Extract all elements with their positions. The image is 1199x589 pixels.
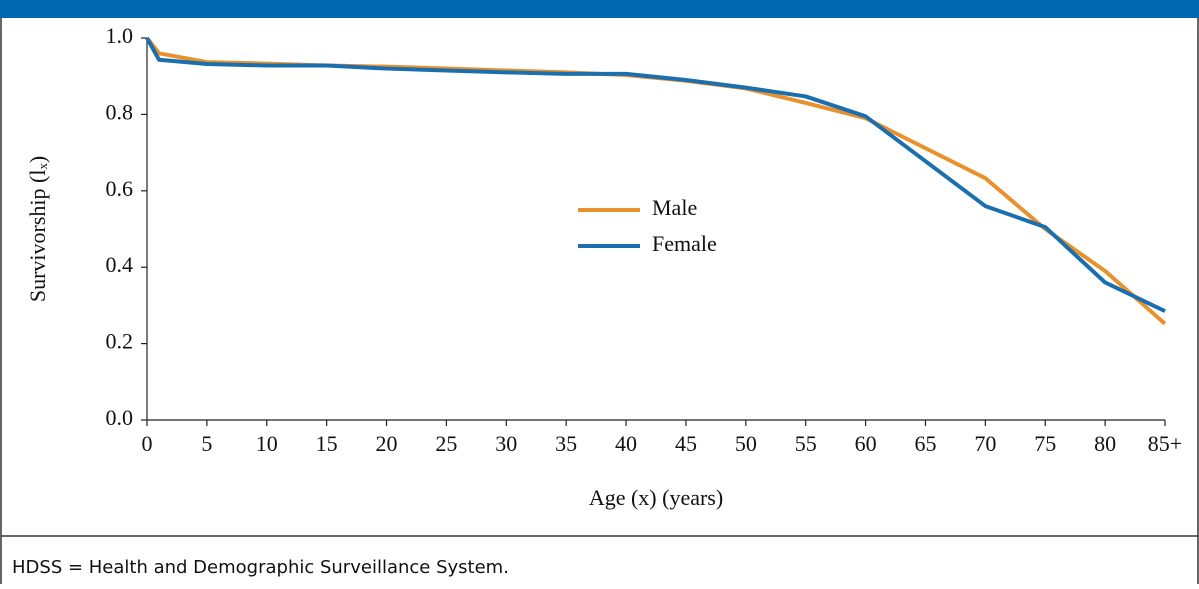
y-tick-label: 0.2 bbox=[106, 329, 134, 354]
legend-label: Male bbox=[652, 195, 697, 220]
x-tick-label: 65 bbox=[914, 431, 936, 456]
x-tick-label: 40 bbox=[615, 431, 637, 456]
x-tick-label: 35 bbox=[555, 431, 577, 456]
x-axis-label: Age (x) (years) bbox=[589, 485, 723, 510]
x-tick-label: 5 bbox=[201, 431, 212, 456]
legend-label: Female bbox=[652, 231, 717, 256]
x-tick-label: 50 bbox=[735, 431, 757, 456]
x-tick-label: 25 bbox=[435, 431, 457, 456]
header-bar bbox=[0, 0, 1199, 18]
x-tick-label: 75 bbox=[1034, 431, 1056, 456]
x-tick-label: 15 bbox=[316, 431, 338, 456]
y-tick-label: 0.8 bbox=[106, 99, 134, 124]
x-tick-label: 30 bbox=[495, 431, 517, 456]
x-tick-label: 45 bbox=[675, 431, 697, 456]
y-tick-label: 0.6 bbox=[106, 176, 134, 201]
series-line bbox=[145, 37, 1166, 313]
y-tick-label: 0.4 bbox=[106, 252, 134, 277]
y-tick-label: 1.0 bbox=[106, 23, 134, 48]
x-tick-label: 10 bbox=[256, 431, 278, 456]
footnote: HDSS = Health and Demographic Surveillan… bbox=[12, 557, 509, 578]
x-tick-label: 0 bbox=[142, 431, 153, 456]
series-line bbox=[145, 36, 1167, 326]
x-tick-label: 70 bbox=[974, 431, 996, 456]
y-axis-label: Survivorship (lₓ) bbox=[25, 156, 50, 302]
x-tick-label: 55 bbox=[795, 431, 817, 456]
x-tick-label: 60 bbox=[855, 431, 877, 456]
x-tick-label: 85+ bbox=[1148, 431, 1182, 456]
y-tick-label: 0.0 bbox=[106, 405, 134, 430]
x-tick-label: 20 bbox=[376, 431, 398, 456]
x-tick-label: 80 bbox=[1094, 431, 1116, 456]
